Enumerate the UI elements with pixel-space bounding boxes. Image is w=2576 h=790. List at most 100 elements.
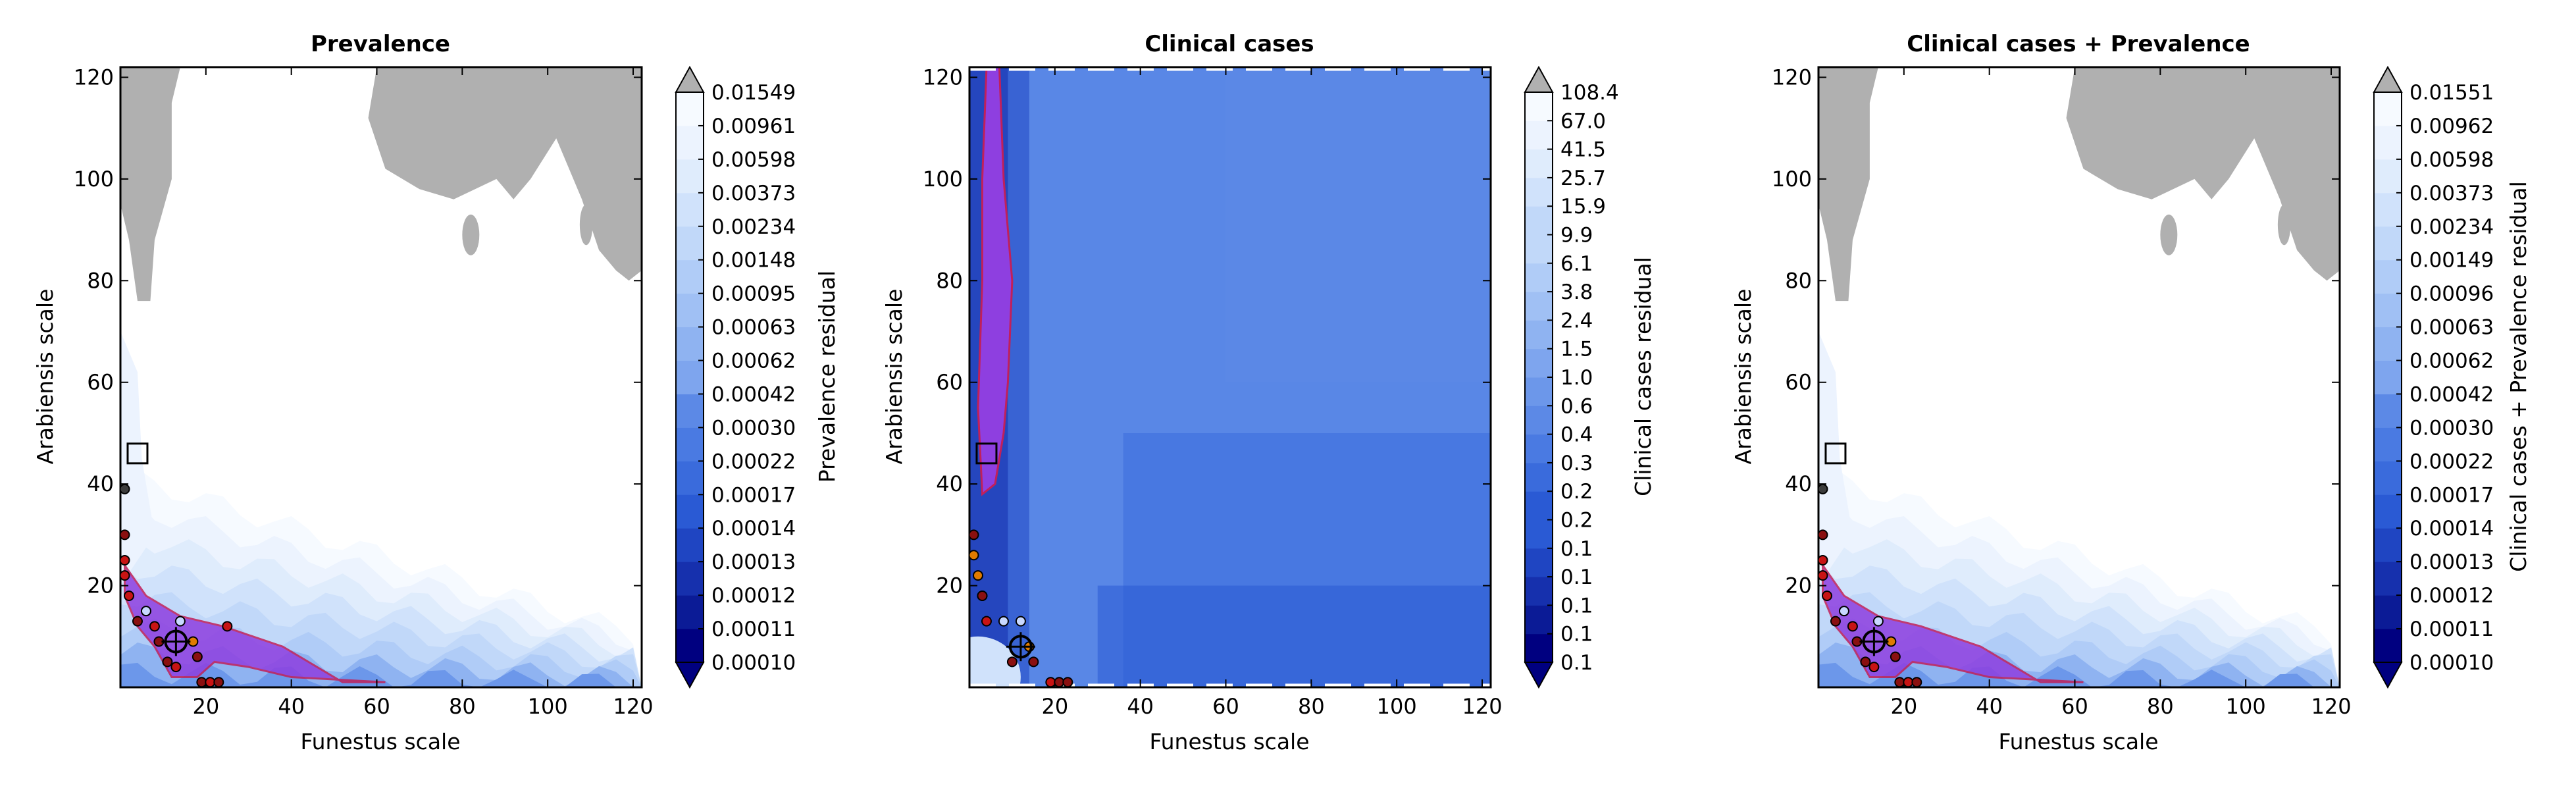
colorbar-tick-label: 0.00149 bbox=[2409, 249, 2494, 273]
colorbar-segment bbox=[1525, 120, 1553, 150]
colorbar-tick-label: 0.1 bbox=[1560, 537, 1593, 561]
colorbar-segment bbox=[676, 192, 704, 227]
colorbar-frame bbox=[2373, 92, 2402, 663]
colorbar-tick-label: 0.00011 bbox=[711, 618, 796, 641]
y-axis-label: Arabiensis scale bbox=[32, 289, 58, 465]
colorbar-segment bbox=[1525, 92, 1553, 121]
colorbar-tick-label: 0.00373 bbox=[2409, 182, 2494, 205]
colorbar-tick-label: 0.00062 bbox=[711, 350, 796, 373]
contour-band bbox=[120, 331, 155, 586]
contour-band bbox=[1225, 67, 1491, 382]
data-point bbox=[119, 483, 130, 494]
overflow-region bbox=[462, 214, 480, 255]
colorbar-tick-label: 0.01551 bbox=[2409, 81, 2494, 105]
y-tick-label: 20 bbox=[87, 573, 114, 598]
colorbar-segment bbox=[676, 461, 704, 495]
data-point bbox=[998, 616, 1009, 627]
data-point bbox=[119, 570, 130, 581]
colorbar-tick-label: 0.00010 bbox=[711, 651, 796, 675]
y-tick-label: 60 bbox=[87, 370, 114, 395]
x-tick-label: 20 bbox=[1890, 694, 1917, 719]
colorbar-extend-max bbox=[1524, 65, 1554, 93]
colorbar-tick-label: 0.00013 bbox=[711, 550, 796, 574]
colorbar-extend-min bbox=[675, 662, 705, 689]
data-point bbox=[1817, 529, 1828, 540]
panel-title: Clinical cases + Prevalence bbox=[1907, 31, 2250, 57]
colorbar-tick-label: 0.00011 bbox=[2409, 618, 2494, 641]
contour-band bbox=[1097, 585, 1491, 687]
x-tick-label: 60 bbox=[363, 694, 390, 719]
x-axis-label: Funestus scale bbox=[1998, 729, 2158, 754]
y-tick-label: 40 bbox=[87, 471, 114, 496]
x-tick-label: 80 bbox=[2147, 694, 2174, 719]
colorbar-segment bbox=[1525, 177, 1553, 207]
plot-area: 20 40 60 80 100 120204060801001200.000100.000… bbox=[74, 65, 796, 719]
colorbar-frame bbox=[675, 92, 704, 663]
colorbar-segment bbox=[676, 394, 704, 428]
colorbar-segment bbox=[1525, 149, 1553, 178]
colorbar-segment bbox=[676, 494, 704, 529]
colorbar-segment bbox=[676, 629, 704, 663]
contour-field bbox=[120, 67, 642, 687]
colorbar-segment bbox=[676, 259, 704, 294]
colorbar-segment bbox=[2374, 259, 2402, 294]
colorbar-tick-label: 0.1 bbox=[1560, 651, 1593, 675]
data-point bbox=[1868, 662, 1880, 673]
colorbar-tick-label: 0.00012 bbox=[2409, 584, 2494, 608]
y-tick-label: 120 bbox=[923, 65, 963, 90]
data-point bbox=[205, 677, 216, 688]
y-tick-label: 120 bbox=[1772, 65, 1812, 90]
x-tick-label: 80 bbox=[1298, 694, 1325, 719]
overflow-region bbox=[1818, 67, 1878, 302]
contour-field bbox=[1818, 67, 2340, 687]
colorbar-tick-label: 0.00095 bbox=[711, 282, 796, 306]
x-tick-label: 60 bbox=[2061, 694, 2088, 719]
data-point bbox=[119, 554, 130, 566]
colorbar-tick-label: 0.2 bbox=[1560, 480, 1593, 504]
colorbar: 0.00010 0.00011 0.00012 0.00013 0.00014 0.000… bbox=[675, 65, 796, 689]
data-point bbox=[123, 591, 134, 602]
colorbar-tick-label: 0.00012 bbox=[711, 584, 796, 608]
colorbar-segment bbox=[1525, 292, 1553, 321]
panel-clinical-cases-plus-prevalence: Clinical cases + Prevalence Funestus sca… bbox=[1730, 31, 2531, 754]
x-tick-label: 20 bbox=[192, 694, 219, 719]
colorbar-tick-label: 0.00234 bbox=[2409, 215, 2494, 239]
data-point bbox=[968, 529, 979, 540]
colorbar-segment bbox=[2374, 327, 2402, 361]
data-point bbox=[1006, 656, 1018, 668]
colorbar-tick-label: 0.00013 bbox=[2409, 550, 2494, 574]
overflow-region bbox=[2277, 204, 2291, 246]
y-axis-label: Arabiensis scale bbox=[1730, 289, 1756, 465]
panel-prevalence: Prevalence Funestus scale Arabiensis sca… bbox=[32, 31, 840, 754]
data-point bbox=[1821, 591, 1832, 602]
colorbar-segment bbox=[2374, 461, 2402, 495]
y-tick-label: 100 bbox=[74, 167, 114, 192]
colorbar-tick-label: 9.9 bbox=[1560, 224, 1593, 248]
x-tick-label: 100 bbox=[1377, 694, 1417, 719]
y-tick-label: 80 bbox=[87, 268, 114, 293]
data-point bbox=[162, 656, 173, 668]
colorbar-segment bbox=[676, 293, 704, 328]
colorbar-tick-label: 0.00598 bbox=[711, 148, 796, 172]
y-tick-label: 20 bbox=[1785, 573, 1812, 598]
y-axis-label: Arabiensis scale bbox=[881, 289, 907, 465]
colorbar-segment bbox=[676, 562, 704, 596]
axes-frame bbox=[119, 66, 643, 689]
colorbar-segment bbox=[1525, 462, 1553, 492]
colorbar-label: Clinical cases residual bbox=[1630, 257, 1656, 496]
colorbar-segment bbox=[2374, 226, 2402, 261]
y-tick-label: 60 bbox=[936, 370, 963, 395]
overflow-region bbox=[2160, 214, 2178, 255]
overflow-region bbox=[2066, 67, 2340, 281]
data-point bbox=[1817, 483, 1828, 494]
x-tick-label: 40 bbox=[1127, 694, 1154, 719]
contour-field bbox=[969, 67, 1491, 687]
x-tick-label: 40 bbox=[1976, 694, 2003, 719]
colorbar-segment bbox=[676, 427, 704, 461]
data-point bbox=[132, 616, 143, 627]
data-point bbox=[140, 606, 151, 617]
x-tick-label: 120 bbox=[2311, 694, 2351, 719]
colorbar-segment bbox=[1525, 633, 1553, 663]
y-tick-label: 80 bbox=[936, 268, 963, 293]
